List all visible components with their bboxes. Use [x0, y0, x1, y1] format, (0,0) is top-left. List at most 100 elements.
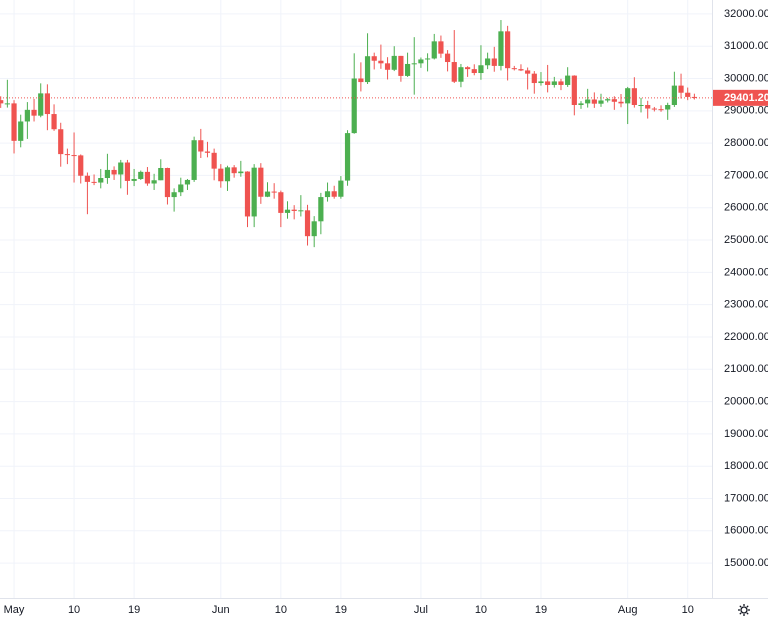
x-tick-label: Jun — [212, 604, 230, 616]
y-tick-label: 22000.00 — [724, 331, 768, 343]
candle-body — [605, 99, 611, 101]
candle-body — [278, 192, 284, 213]
candle-body — [485, 58, 491, 66]
candle-body — [658, 109, 664, 111]
candle-body — [478, 65, 484, 74]
candle-body — [178, 184, 184, 193]
y-tick-label: 32000.00 — [724, 8, 768, 20]
x-tick-label: 10 — [68, 604, 80, 616]
y-tick-label: 30000.00 — [724, 72, 768, 84]
candle-body — [204, 151, 211, 153]
candle-body — [398, 55, 404, 76]
candle-body — [298, 210, 304, 212]
candle-body — [184, 179, 191, 185]
candle-body — [244, 171, 251, 217]
y-tick-label: 20000.00 — [724, 395, 768, 407]
candle-body — [571, 75, 577, 105]
candle-body — [518, 69, 524, 71]
candle-body — [625, 88, 631, 104]
x-tick-label: Jul — [414, 604, 428, 616]
settings-icon[interactable] — [738, 604, 750, 616]
candle-body — [284, 209, 291, 213]
candle-body — [84, 175, 91, 182]
candle-body — [438, 41, 444, 54]
candle-body — [618, 101, 624, 104]
candle-body — [171, 192, 177, 198]
candle-body — [344, 133, 351, 181]
candle-body — [678, 85, 684, 93]
candle-body — [264, 191, 271, 197]
candle-body — [11, 103, 17, 141]
y-tick-label: 21000.00 — [724, 363, 768, 375]
y-tick-label: 26000.00 — [724, 202, 768, 214]
y-tick-label: 24000.00 — [724, 266, 768, 278]
candle-body — [211, 152, 217, 169]
candle-body — [631, 88, 637, 105]
candle-body — [18, 121, 24, 141]
candle-body — [358, 78, 364, 83]
candle-body — [591, 99, 597, 104]
candle-body — [38, 93, 44, 116]
y-tick-label: 17000.00 — [724, 492, 768, 504]
candle-body — [124, 162, 131, 181]
candle-body — [498, 31, 504, 66]
candle-body — [645, 104, 651, 109]
candle-body — [191, 140, 197, 180]
candle-body — [424, 58, 431, 60]
x-tick-label: 10 — [682, 604, 694, 616]
candle-body — [251, 167, 257, 217]
y-tick-label: 29000.00 — [724, 105, 768, 117]
candle-body — [238, 171, 244, 174]
candle-body — [131, 178, 137, 181]
x-tick-label: 10 — [475, 604, 487, 616]
candle-body — [665, 104, 671, 110]
candle-body — [491, 58, 497, 66]
candle-body — [98, 178, 104, 183]
candle-body — [531, 73, 537, 84]
y-tick-label: 28000.00 — [724, 137, 768, 149]
candle-body — [118, 162, 124, 175]
candle-body — [384, 63, 391, 70]
candle-body — [671, 85, 677, 105]
candle-body — [538, 81, 544, 84]
candle-body — [444, 53, 451, 63]
candle-body — [505, 31, 511, 69]
candle-body — [138, 171, 144, 179]
y-tick-label: 15000.00 — [724, 557, 768, 569]
candle-body — [331, 191, 337, 197]
x-tick-label: 19 — [128, 604, 140, 616]
candle-body — [451, 62, 457, 82]
candle-body — [64, 154, 70, 156]
candle-body — [351, 78, 357, 134]
candle-body — [411, 63, 417, 65]
candle-body — [231, 167, 237, 174]
candle-body — [378, 60, 384, 64]
x-tick-label: 10 — [275, 604, 287, 616]
candle-body — [578, 103, 584, 105]
candle-body — [558, 81, 564, 85]
candle-body — [24, 109, 30, 122]
candle-body — [598, 100, 604, 104]
y-tick-label: 16000.00 — [724, 525, 768, 537]
x-tick-label: May — [4, 604, 25, 616]
candle-body — [525, 70, 531, 74]
candle-body — [404, 63, 411, 76]
candle-body — [685, 92, 691, 97]
candle-body — [51, 114, 57, 130]
candle-body — [338, 180, 344, 197]
candle-body — [364, 56, 371, 83]
candle-body — [371, 56, 377, 61]
candle-body — [271, 191, 277, 193]
candle-body — [164, 167, 171, 198]
candle-body — [144, 171, 151, 184]
last-price-badge — [713, 89, 768, 106]
candle-body — [611, 99, 617, 102]
candle-body — [565, 75, 571, 85]
candle-body — [638, 104, 644, 106]
x-tick-label: 19 — [335, 604, 347, 616]
candle-body — [651, 108, 657, 110]
candle-body — [551, 81, 557, 85]
y-tick-label: 19000.00 — [724, 428, 768, 440]
candle-body — [218, 168, 224, 182]
